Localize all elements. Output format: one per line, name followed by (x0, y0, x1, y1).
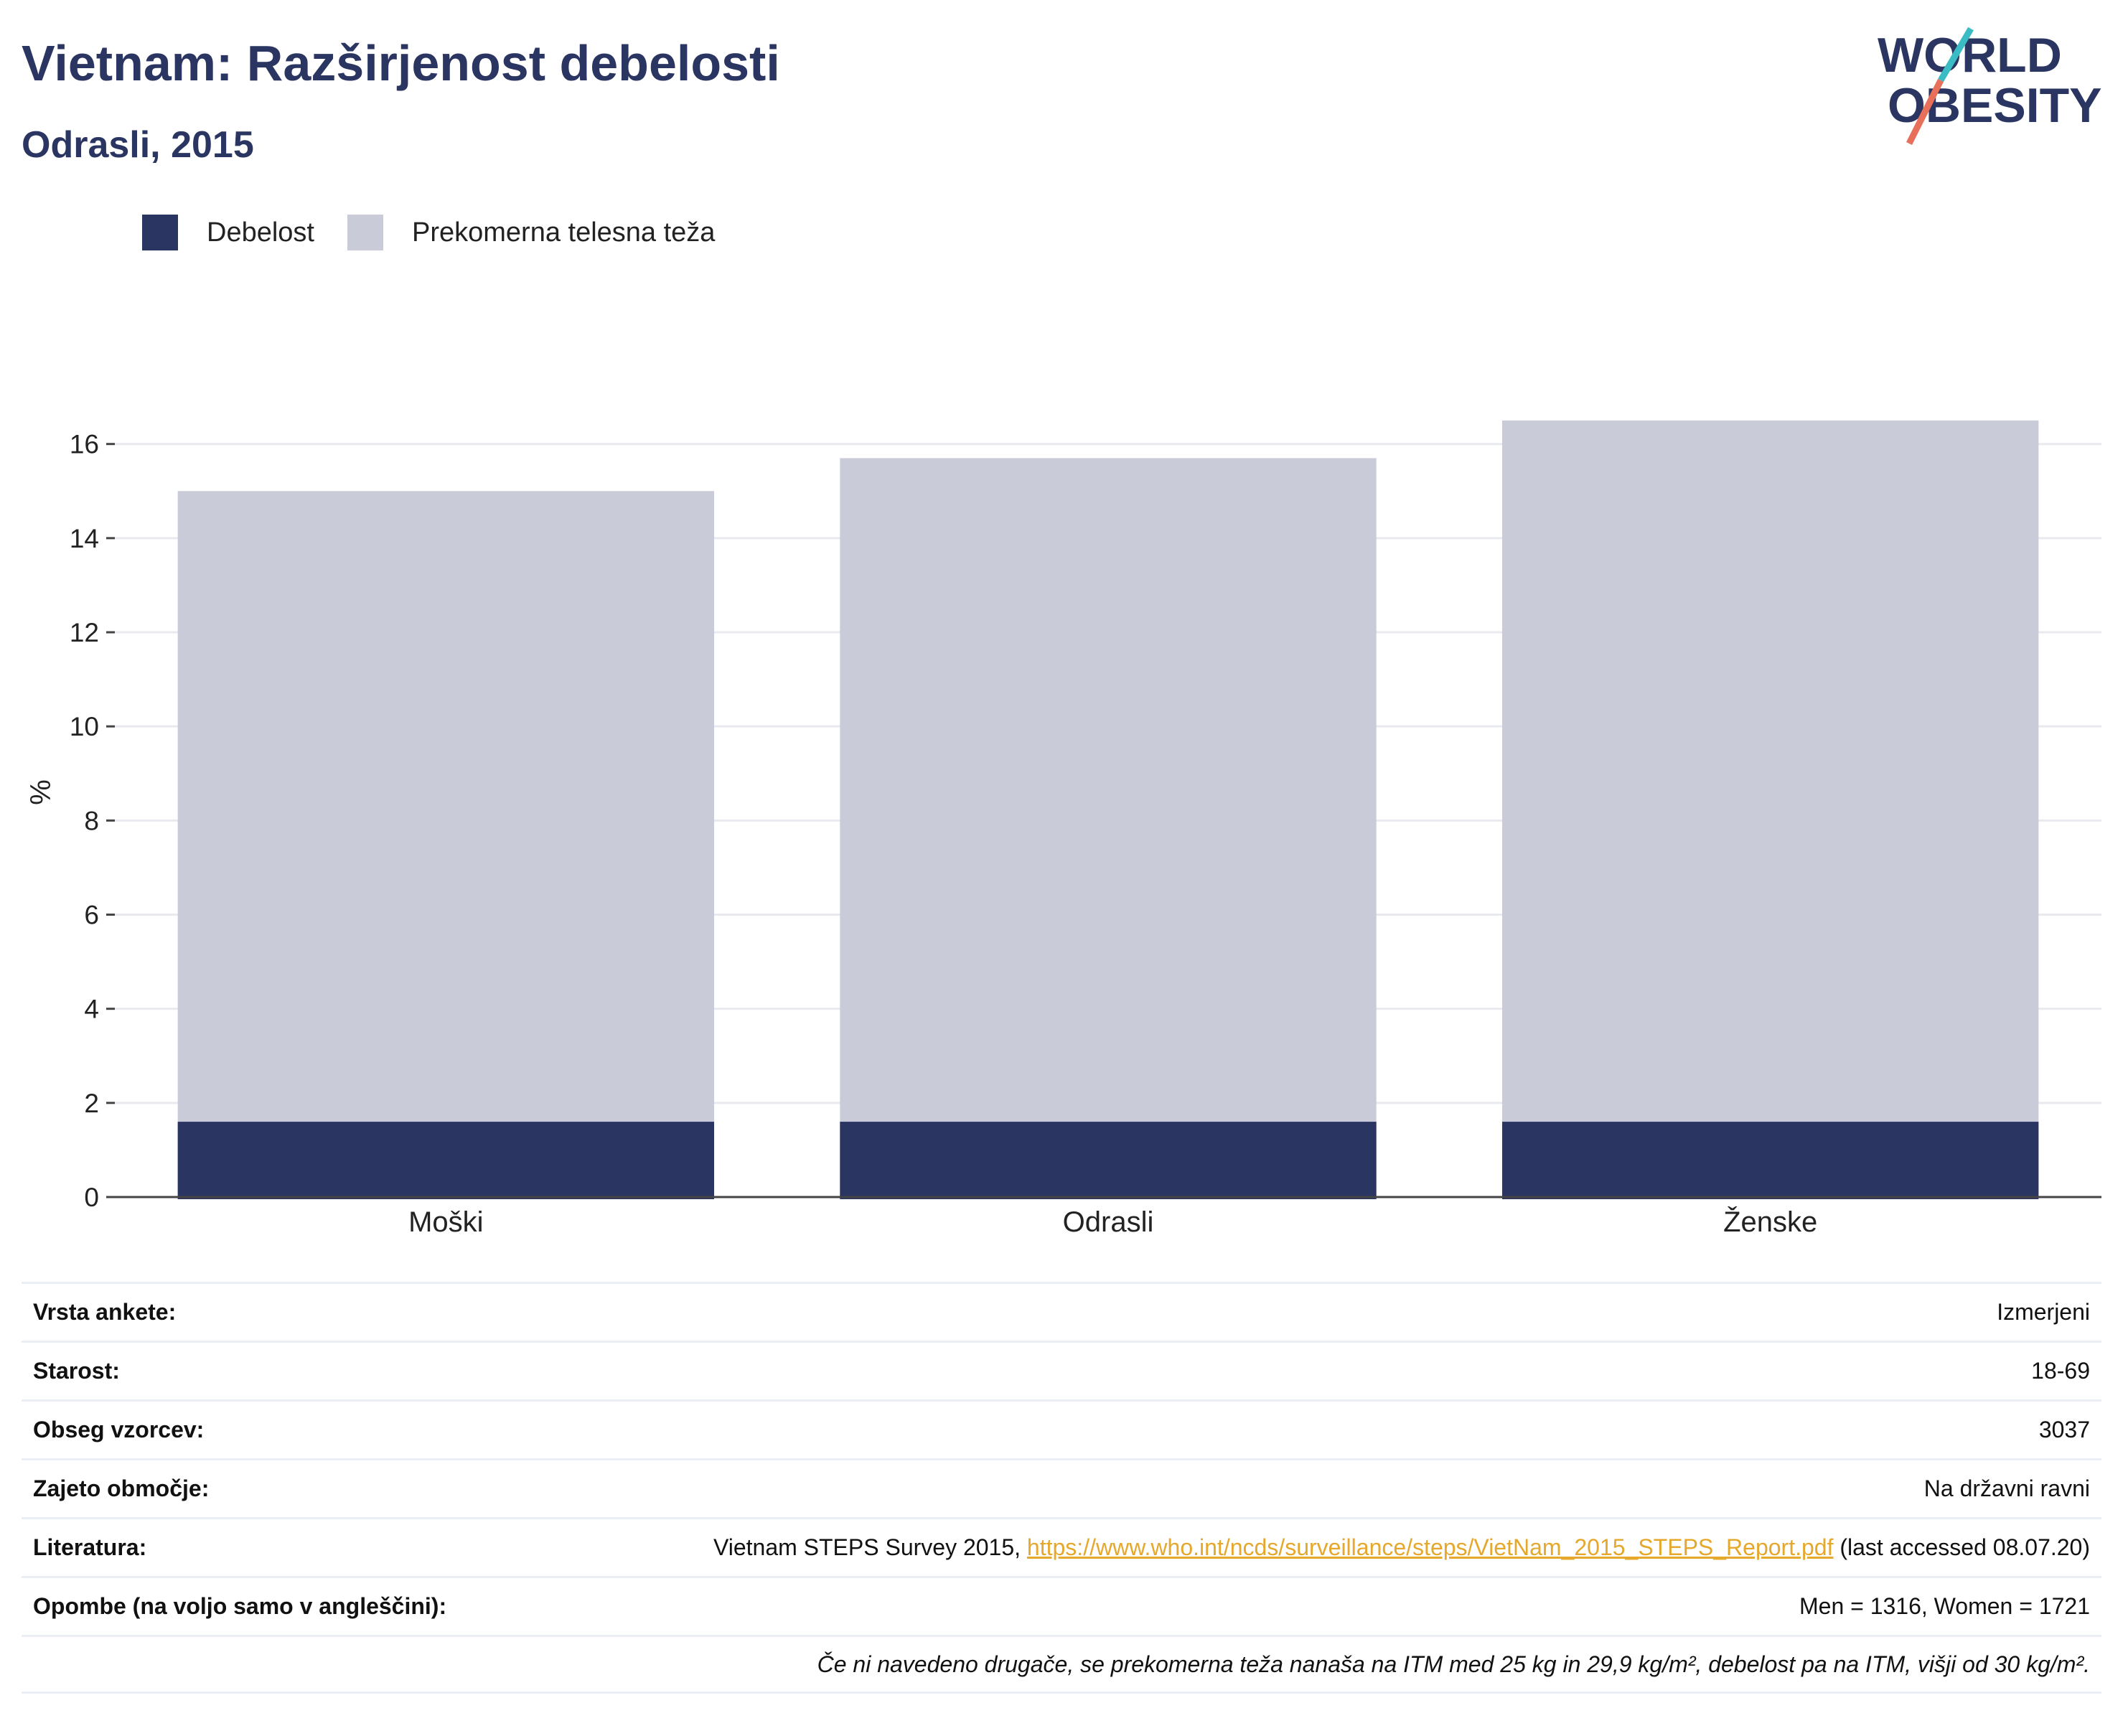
y-tick-label: 12 (70, 618, 99, 647)
bar-chart: 0 2 4 6 8 10 12 14 16% Moški Odrasli Ženske (25, 420, 2101, 1238)
row-sample-size: Obseg vzorcev: 3037 (22, 1399, 2101, 1458)
y-tick-label: 14 (70, 524, 99, 553)
sample-size-label: Obseg vzorcev: (33, 1417, 205, 1442)
y-tick-label: 8 (84, 806, 99, 835)
logo-line2: OBESITY (1888, 78, 2102, 133)
y-tick-label: 6 (84, 901, 99, 930)
bar-ženske-overweight (1501, 420, 2039, 1199)
notes-label: Opombe (na voljo samo v angleščini): (33, 1593, 447, 1619)
y-tick-label: 16 (70, 430, 99, 459)
row-footnote: Če ni navedeno drugače, se prekomerna te… (22, 1635, 2101, 1694)
references-label: Literatura: (33, 1534, 147, 1560)
legend-label-obesity: Debelost (207, 217, 314, 248)
chart-subtitle: Odrasli, 2015 (22, 124, 254, 166)
legend-item-overweight[interactable]: Prekomerna telesna teža (347, 215, 715, 250)
x-tick-label: Odrasli (1063, 1206, 1154, 1238)
bar-odrasli-obesity (840, 1122, 1377, 1199)
legend-swatch-overweight (347, 215, 383, 250)
row-area-covered: Zajeto območje: Na državni ravni (22, 1458, 2101, 1517)
bar-odrasli-overweight (840, 458, 1377, 1199)
world-obesity-logo: WORLD OBESITY (1878, 27, 2102, 146)
references-link[interactable]: https://www.who.int/ncds/surveillance/st… (1026, 1534, 1834, 1560)
y-axis-label: % (25, 779, 57, 805)
chart-title: Vietnam: Razširjenost debelosti (22, 35, 780, 91)
y-tick-label: 10 (70, 712, 99, 741)
age-label: Starost: (33, 1358, 120, 1384)
area-covered-value: Na državni ravni (1923, 1475, 2090, 1501)
logo-line1: WORLD (1878, 28, 2062, 83)
notes-value: Men = 1316, Women = 1721 (1799, 1593, 2090, 1619)
bar-moški-overweight (177, 491, 715, 1199)
area-covered-label: Zajeto območje: (33, 1475, 210, 1501)
legend-swatch-obesity (142, 215, 178, 250)
footnote-text: Če ni navedeno drugače, se prekomerna te… (817, 1651, 2090, 1677)
y-tick-label: 2 (84, 1089, 99, 1118)
bar-moški-obesity (177, 1122, 715, 1199)
bar-ženske-obesity (1501, 1122, 2039, 1199)
survey-type-label: Vrsta ankete: (33, 1299, 177, 1325)
row-notes: Opombe (na voljo samo v angleščini): Men… (22, 1576, 2101, 1635)
survey-info-table: Vrsta ankete: Izmerjeni Starost: 18-69 O… (22, 1282, 2101, 1694)
legend-item-obesity[interactable]: Debelost (142, 215, 314, 250)
sample-size-value: 3037 (2038, 1417, 2090, 1442)
y-tick-label: 0 (84, 1183, 99, 1212)
y-tick-label: 4 (84, 995, 99, 1024)
references-value: Vietnam STEPS Survey 2015, https://www.w… (713, 1534, 2090, 1561)
row-survey-type: Vrsta ankete: Izmerjeni (22, 1282, 2101, 1341)
row-references: Literatura: Vietnam STEPS Survey 2015, h… (22, 1517, 2101, 1576)
references-accessed: (last accessed 08.07.20) (1833, 1534, 2090, 1560)
chart-legend: Debelost Prekomerna telesna teža (142, 212, 748, 253)
survey-type-value: Izmerjeni (1997, 1299, 2090, 1325)
row-age: Starost: 18-69 (22, 1341, 2101, 1399)
age-value: 18-69 (2031, 1358, 2090, 1384)
references-text: Vietnam STEPS Survey 2015, (713, 1534, 1027, 1560)
x-tick-label: Moški (408, 1206, 483, 1238)
legend-label-overweight: Prekomerna telesna teža (411, 217, 716, 248)
x-tick-label: Ženske (1723, 1206, 1817, 1238)
